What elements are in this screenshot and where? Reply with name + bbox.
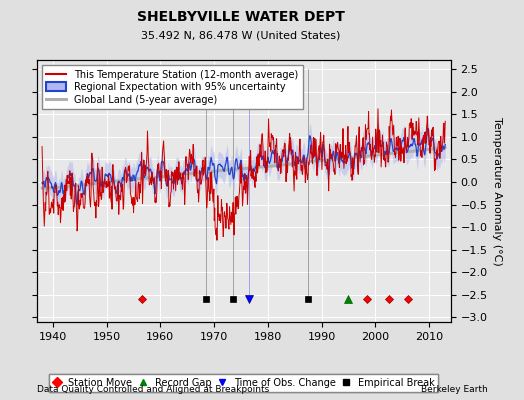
Text: SHELBYVILLE WATER DEPT: SHELBYVILLE WATER DEPT bbox=[137, 10, 345, 24]
Y-axis label: Temperature Anomaly (°C): Temperature Anomaly (°C) bbox=[492, 117, 501, 265]
Legend: Station Move, Record Gap, Time of Obs. Change, Empirical Break: Station Move, Record Gap, Time of Obs. C… bbox=[49, 374, 439, 392]
Text: Data Quality Controlled and Aligned at Breakpoints: Data Quality Controlled and Aligned at B… bbox=[37, 385, 269, 394]
Text: Berkeley Earth: Berkeley Earth bbox=[421, 385, 487, 394]
Text: 35.492 N, 86.478 W (United States): 35.492 N, 86.478 W (United States) bbox=[141, 30, 341, 40]
